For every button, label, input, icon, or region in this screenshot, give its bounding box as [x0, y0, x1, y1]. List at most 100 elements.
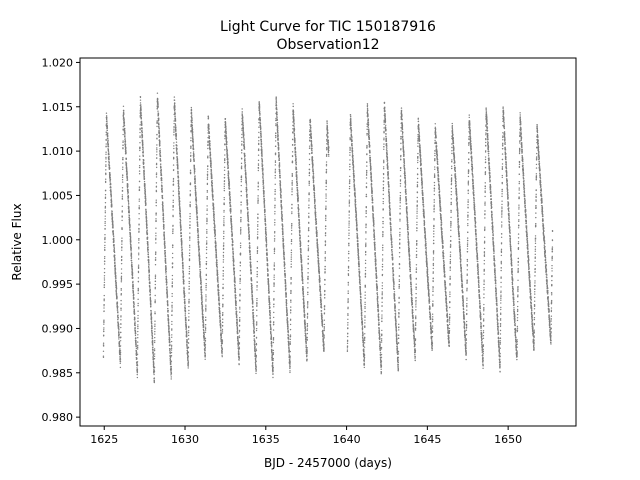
data-point	[119, 351, 122, 354]
data-point	[139, 124, 141, 126]
data-point	[113, 237, 115, 239]
data-point	[160, 171, 162, 173]
data-point	[123, 120, 125, 122]
data-point	[172, 190, 174, 192]
data-point	[179, 218, 181, 220]
data-point	[194, 175, 196, 177]
data-point	[226, 154, 229, 156]
data-point	[203, 331, 205, 333]
data-point	[119, 348, 121, 350]
data-point	[103, 303, 105, 306]
data-point	[239, 288, 241, 291]
data-point	[230, 210, 232, 213]
data-point	[254, 353, 257, 355]
data-point	[152, 356, 154, 358]
data-point	[253, 338, 255, 340]
data-point	[127, 185, 129, 188]
data-point	[253, 325, 255, 327]
data-point	[166, 293, 168, 296]
data-point	[256, 228, 259, 230]
data-point	[189, 227, 191, 229]
data-point	[115, 287, 118, 289]
data-point	[150, 316, 153, 319]
data-point	[216, 268, 218, 270]
data-point	[210, 164, 212, 166]
data-point	[200, 291, 203, 293]
data-point	[116, 309, 119, 311]
data-point	[195, 196, 197, 198]
data-point	[245, 183, 248, 185]
data-point	[223, 203, 225, 206]
data-point	[190, 109, 193, 111]
data-point	[213, 219, 215, 222]
data-point	[236, 315, 238, 317]
data-point	[257, 164, 260, 166]
data-point	[175, 129, 177, 131]
data-point	[120, 277, 123, 279]
data-point	[172, 183, 175, 185]
data-point	[210, 161, 212, 163]
data-point	[103, 279, 106, 281]
data-point	[121, 228, 123, 230]
data-point	[237, 337, 239, 339]
data-point	[153, 353, 156, 355]
data-point	[138, 239, 140, 241]
data-point	[141, 140, 144, 142]
data-point	[248, 224, 250, 226]
data-point	[218, 293, 220, 296]
data-point	[225, 133, 227, 135]
data-point	[218, 300, 220, 302]
data-point	[124, 140, 127, 142]
data-point	[131, 261, 133, 264]
data-point	[122, 105, 125, 107]
data-point	[155, 212, 157, 214]
data-point	[220, 336, 223, 338]
data-point	[135, 345, 137, 347]
data-point	[129, 232, 132, 235]
data-point	[255, 323, 258, 326]
data-point	[200, 281, 202, 284]
data-point	[116, 295, 118, 297]
data-point	[233, 272, 236, 275]
data-point	[125, 163, 128, 165]
data-point	[104, 228, 106, 230]
data-point	[136, 370, 139, 372]
data-point	[183, 283, 185, 285]
data-point	[105, 143, 107, 145]
data-point	[177, 179, 180, 181]
data-point	[138, 246, 140, 249]
data-point	[173, 122, 175, 125]
data-point	[223, 166, 226, 169]
data-point	[210, 167, 212, 169]
data-point	[170, 346, 173, 348]
data-point	[108, 152, 110, 154]
data-point	[205, 267, 208, 270]
data-point	[249, 256, 252, 258]
data-point	[140, 109, 142, 111]
data-point	[222, 244, 225, 246]
data-point	[239, 282, 241, 285]
data-point	[185, 325, 188, 328]
data-point	[193, 155, 195, 158]
data-point	[126, 171, 128, 173]
data-point	[188, 285, 190, 288]
data-point	[152, 340, 154, 342]
data-point	[259, 122, 262, 125]
data-point	[179, 222, 182, 224]
data-point	[200, 278, 202, 280]
data-point	[262, 187, 265, 189]
data-point	[260, 140, 263, 143]
data-point	[146, 229, 148, 232]
data-point	[171, 278, 174, 280]
data-point	[209, 144, 211, 147]
data-point	[134, 321, 136, 323]
data-point	[131, 268, 134, 271]
data-point	[121, 179, 124, 181]
data-point	[197, 230, 199, 232]
data-point	[239, 252, 242, 254]
data-point	[195, 205, 198, 207]
data-point	[171, 285, 174, 287]
data-point	[170, 362, 172, 364]
data-point	[120, 299, 122, 302]
data-point	[241, 133, 243, 136]
